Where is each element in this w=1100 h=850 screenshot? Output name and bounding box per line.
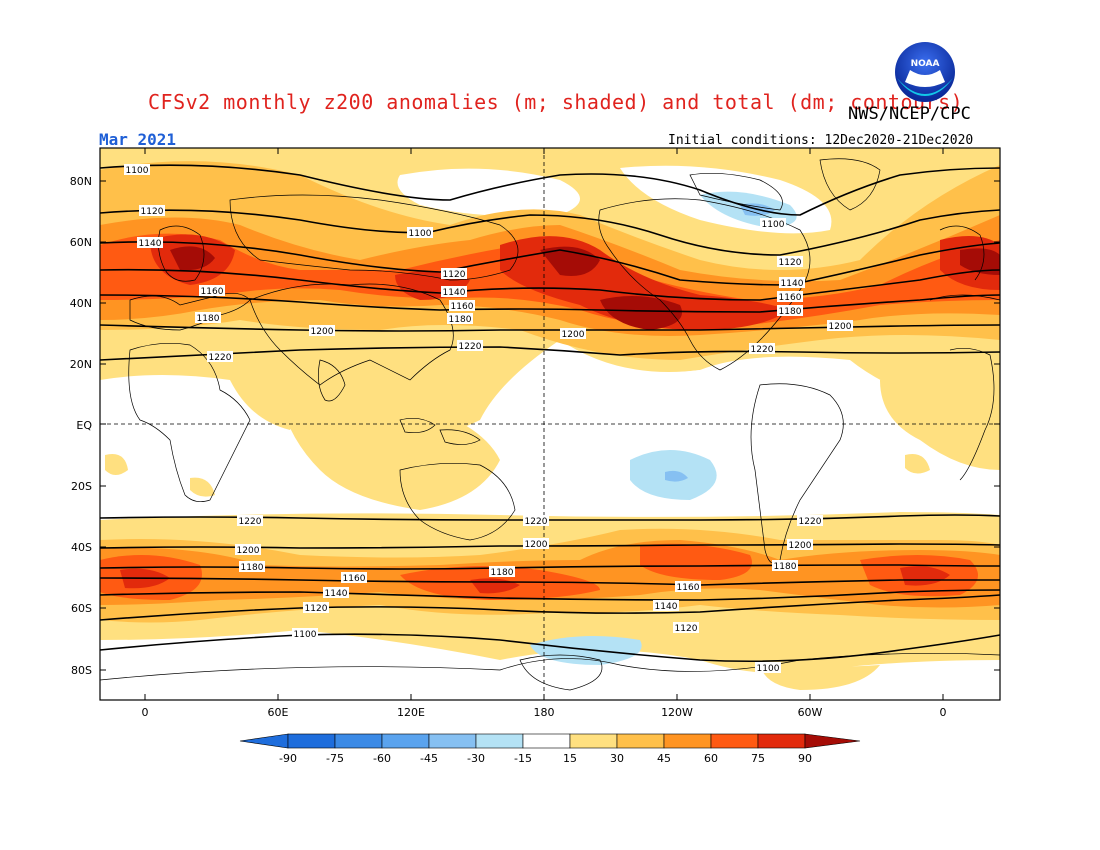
contour-labels: 1100 1100 1100 1100 1100 1120 1120 1120 … bbox=[124, 164, 853, 674]
colorbar-swatch bbox=[475, 733, 524, 749]
colorbar-swatch bbox=[616, 733, 665, 749]
contour-label: 1160 bbox=[677, 583, 700, 593]
contour-label: 1160 bbox=[779, 293, 802, 303]
noaa-logo-text: NOAA bbox=[911, 59, 940, 69]
contour-label: 1120 bbox=[443, 270, 466, 280]
contour-label: 1180 bbox=[491, 568, 514, 578]
contour-label: 1120 bbox=[141, 207, 164, 217]
contour-label: 1100 bbox=[294, 630, 317, 640]
contour-label: 1120 bbox=[305, 604, 328, 614]
lat-axis: 80N 60N 40N 20N EQ 20S 40S 60S 80S bbox=[70, 175, 1000, 677]
contour-label: 1100 bbox=[757, 664, 780, 674]
colorbar-tick-label: -90 bbox=[279, 752, 297, 765]
contour-label: 1180 bbox=[779, 307, 802, 317]
contour-label: 1220 bbox=[209, 353, 232, 363]
contour-label: 1140 bbox=[781, 279, 804, 289]
contour-label: 1100 bbox=[762, 220, 785, 230]
chart-title: CFSv2 monthly z200 anomalies (m; shaded)… bbox=[148, 90, 964, 114]
lat-label: 40S bbox=[71, 541, 92, 554]
contour-label: 1220 bbox=[799, 517, 822, 527]
forecast-month: Mar 2021 bbox=[99, 130, 177, 149]
colorbar-tick-label: 15 bbox=[563, 752, 577, 765]
map-area: 1100 1100 1100 1100 1100 1120 1120 1120 … bbox=[100, 148, 1000, 700]
initial-conditions: Initial conditions: 12Dec2020-21Dec2020 bbox=[668, 133, 974, 148]
contour-label: 1140 bbox=[655, 602, 678, 612]
lon-label: 60W bbox=[798, 706, 823, 719]
lon-label: 120W bbox=[661, 706, 693, 719]
noaa-logo-icon: NOAA bbox=[895, 42, 955, 102]
contour-label: 1220 bbox=[459, 342, 482, 352]
lat-label: 60S bbox=[71, 602, 92, 615]
contour-label: 1200 bbox=[525, 540, 548, 550]
lon-label: 0 bbox=[142, 706, 149, 719]
contour-label: 1200 bbox=[311, 327, 334, 337]
contour-label: 1120 bbox=[779, 258, 802, 268]
colorbar-tick-label: -75 bbox=[326, 752, 344, 765]
colorbar-tick-label: -15 bbox=[514, 752, 532, 765]
lat-label: 20S bbox=[71, 480, 92, 493]
contour-label: 1180 bbox=[774, 562, 797, 572]
contour-label: 1220 bbox=[525, 517, 548, 527]
contour-label: 1200 bbox=[789, 541, 812, 551]
lat-label: EQ bbox=[76, 419, 92, 432]
contour-label: 1140 bbox=[139, 239, 162, 249]
contour-label: 1180 bbox=[197, 314, 220, 324]
colorbar-swatch bbox=[334, 733, 383, 749]
colorbar-swatch bbox=[522, 733, 571, 749]
lon-label: 180 bbox=[534, 706, 555, 719]
colorbar: -90 -75 -60 -45 -30 -15 15 30 45 60 75 90 bbox=[239, 733, 861, 765]
lon-label: 120E bbox=[397, 706, 425, 719]
contour-label: 1160 bbox=[201, 287, 224, 297]
contour-label: 1120 bbox=[675, 624, 698, 634]
colorbar-tick-label: 60 bbox=[704, 752, 718, 765]
contour-label: 1160 bbox=[451, 302, 474, 312]
contour-label: 1100 bbox=[409, 229, 432, 239]
colorbar-tick-label: 90 bbox=[798, 752, 812, 765]
colorbar-swatch bbox=[287, 733, 336, 749]
contour-label: 1220 bbox=[751, 345, 774, 355]
contour-label: 1180 bbox=[449, 315, 472, 325]
contour-label: 1200 bbox=[829, 322, 852, 332]
contour-label: 1140 bbox=[443, 288, 466, 298]
colorbar-tick-label: -30 bbox=[467, 752, 485, 765]
colorbar-tick-label: 75 bbox=[751, 752, 765, 765]
contour-label: 1160 bbox=[343, 574, 366, 584]
contour-label: 1100 bbox=[126, 166, 149, 176]
contour-label: 1220 bbox=[239, 517, 262, 527]
colorbar-swatch bbox=[710, 733, 759, 749]
colorbar-arrow-left bbox=[239, 733, 289, 749]
colorbar-tick-label: -45 bbox=[420, 752, 438, 765]
contour-label: 1200 bbox=[562, 330, 585, 340]
lat-label: 20N bbox=[70, 358, 92, 371]
colorbar-swatch bbox=[757, 733, 806, 749]
contour-label: 1140 bbox=[325, 589, 348, 599]
contour-label: 1180 bbox=[241, 563, 264, 573]
agency-label: NWS/NCEP/CPC bbox=[848, 104, 971, 124]
lat-label: 80S bbox=[71, 664, 92, 677]
colorbar-swatch bbox=[569, 733, 618, 749]
contour-label: 1200 bbox=[237, 546, 260, 556]
colorbar-tick-label: 30 bbox=[610, 752, 624, 765]
height-contours bbox=[100, 164, 1000, 663]
lat-label: 80N bbox=[70, 175, 92, 188]
lon-label: 0 bbox=[940, 706, 947, 719]
colorbar-swatch bbox=[663, 733, 712, 749]
colorbar-tick-label: -60 bbox=[373, 752, 391, 765]
lon-axis: 0 60E 120E 180 120W 60W 0 bbox=[142, 148, 947, 719]
lat-label: 40N bbox=[70, 297, 92, 310]
colorbar-tick-label: 45 bbox=[657, 752, 671, 765]
lat-label: 60N bbox=[70, 236, 92, 249]
lon-label: 60E bbox=[268, 706, 289, 719]
colorbar-swatch bbox=[428, 733, 477, 749]
colorbar-arrow-right bbox=[804, 733, 861, 749]
colorbar-swatch bbox=[381, 733, 430, 749]
